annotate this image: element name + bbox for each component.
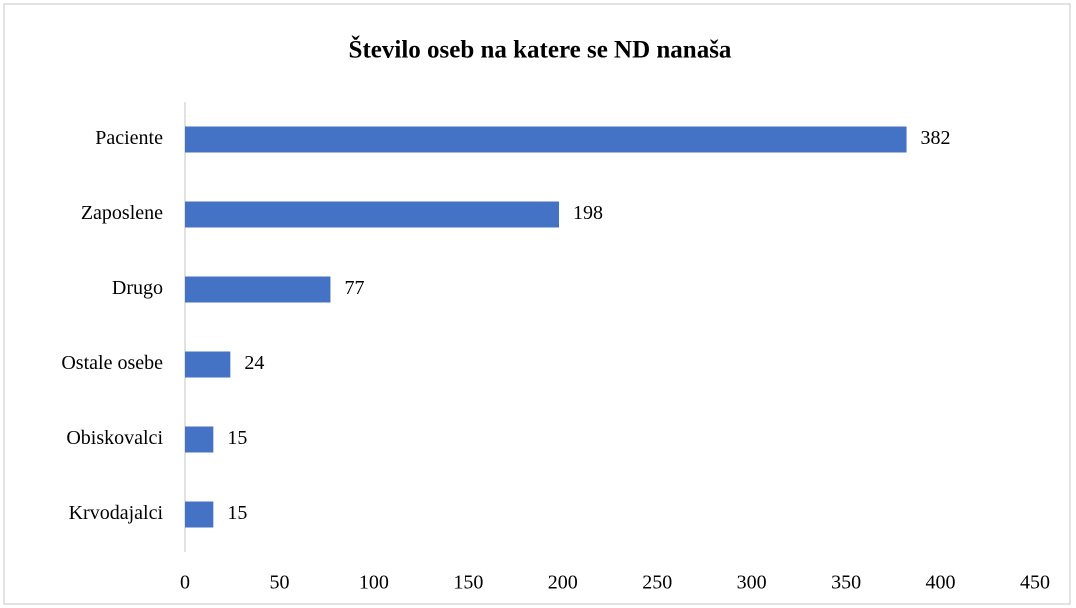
y-tick-label: Drugo	[112, 277, 163, 299]
x-tick-label: 300	[737, 572, 767, 594]
x-tick-label: 0	[180, 572, 190, 594]
y-tick-label: Zaposlene	[81, 202, 163, 224]
bar	[185, 201, 559, 228]
data-label: 24	[244, 352, 264, 374]
bar	[185, 501, 214, 528]
data-label: 198	[573, 202, 603, 224]
chart-title: Število oseb na katere se ND nanaša	[349, 36, 732, 64]
data-label: 77	[344, 277, 364, 299]
x-tick-label: 250	[642, 572, 672, 594]
x-tick-label: 350	[831, 572, 861, 594]
bar	[185, 276, 331, 303]
x-tick-label: 450	[1020, 572, 1050, 594]
y-tick-label: Ostale osebe	[61, 352, 163, 374]
y-tick-label: Paciente	[95, 127, 163, 149]
y-tick-label: Krvodajalci	[69, 502, 164, 524]
x-tick-label: 400	[926, 572, 956, 594]
y-tick-label: Obiskovalci	[66, 427, 163, 449]
data-label: 15	[227, 502, 247, 524]
x-tick-label: 100	[359, 572, 389, 594]
data-label: 382	[921, 127, 951, 149]
bar	[185, 351, 231, 378]
x-tick-label: 200	[548, 572, 578, 594]
bar	[185, 126, 907, 153]
x-tick-label: 150	[453, 572, 483, 594]
data-label: 15	[227, 427, 247, 449]
chart-border	[3, 3, 1071, 605]
bar	[185, 426, 214, 453]
x-tick-label: 50	[269, 572, 289, 594]
